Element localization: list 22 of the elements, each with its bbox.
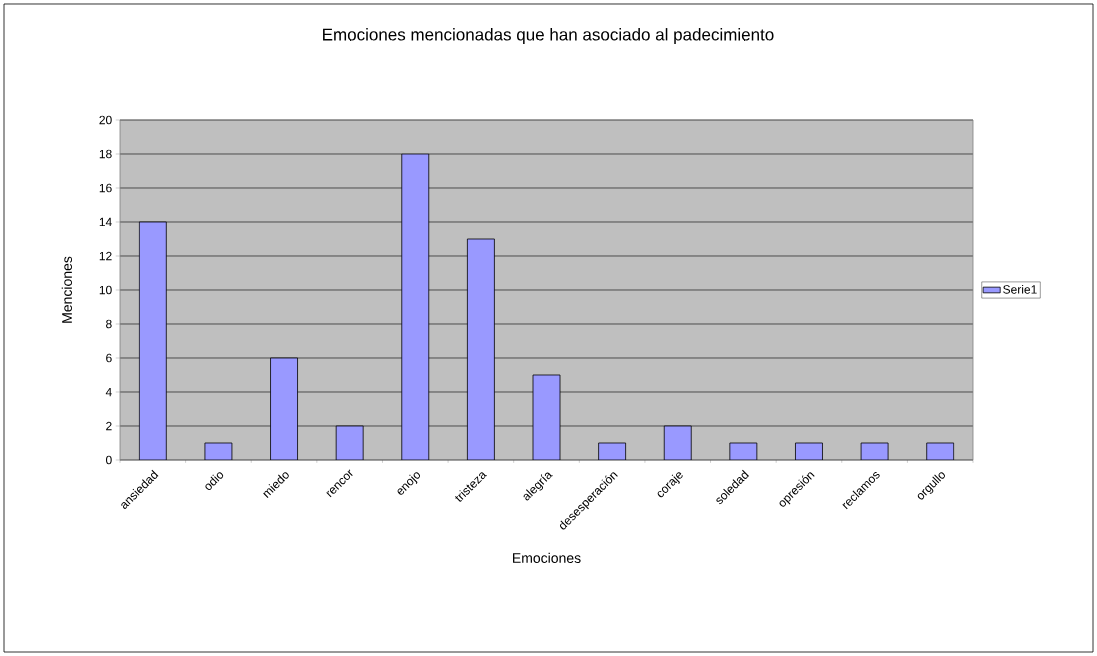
y-tick-label: 8 xyxy=(106,319,112,329)
y-tick-label: 2 xyxy=(106,421,112,431)
y-tick-label: 6 xyxy=(106,353,112,363)
y-tick-label: 14 xyxy=(99,217,112,227)
legend-label: Serie1 xyxy=(1003,284,1037,294)
y-axis-title: Menciones xyxy=(61,256,72,323)
y-tick-label: 18 xyxy=(99,149,112,159)
bar xyxy=(598,442,627,460)
bar xyxy=(729,442,758,460)
y-tick-label: 0 xyxy=(106,455,112,465)
bar xyxy=(204,442,233,460)
bar xyxy=(926,442,955,460)
y-tick-label: 20 xyxy=(99,115,112,125)
y-tick-label: 16 xyxy=(99,183,112,193)
y-tick-label: 10 xyxy=(99,285,112,295)
bar xyxy=(795,442,823,460)
x-axis-title: Emociones xyxy=(513,552,581,563)
y-tick-label: 12 xyxy=(99,251,112,261)
x-tick-label: odio xyxy=(205,472,224,491)
chart-title: Emociones mencionadas que han asociado al padecimiento xyxy=(323,28,774,44)
bar xyxy=(860,442,889,460)
y-tick-label: 4 xyxy=(105,387,112,397)
